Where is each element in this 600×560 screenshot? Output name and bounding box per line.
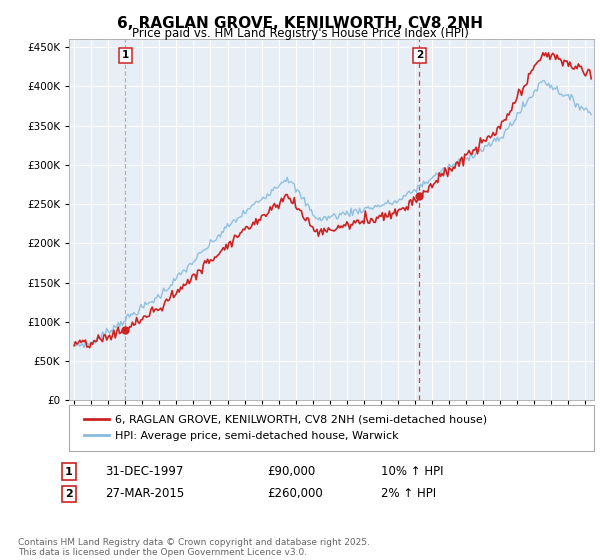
Text: 2: 2 [416, 50, 423, 60]
Text: 2: 2 [65, 489, 73, 499]
Text: 1: 1 [121, 50, 129, 60]
Text: 2% ↑ HPI: 2% ↑ HPI [381, 487, 436, 501]
Text: Contains HM Land Registry data © Crown copyright and database right 2025.
This d: Contains HM Land Registry data © Crown c… [18, 538, 370, 557]
Text: 27-MAR-2015: 27-MAR-2015 [105, 487, 184, 501]
Text: 10% ↑ HPI: 10% ↑ HPI [381, 465, 443, 478]
Text: 31-DEC-1997: 31-DEC-1997 [105, 465, 184, 478]
Text: £90,000: £90,000 [267, 465, 315, 478]
Text: Price paid vs. HM Land Registry's House Price Index (HPI): Price paid vs. HM Land Registry's House … [131, 27, 469, 40]
Text: 1: 1 [65, 466, 73, 477]
Text: 6, RAGLAN GROVE, KENILWORTH, CV8 2NH: 6, RAGLAN GROVE, KENILWORTH, CV8 2NH [117, 16, 483, 31]
Text: £260,000: £260,000 [267, 487, 323, 501]
Legend: 6, RAGLAN GROVE, KENILWORTH, CV8 2NH (semi-detached house), HPI: Average price, : 6, RAGLAN GROVE, KENILWORTH, CV8 2NH (se… [80, 410, 492, 445]
